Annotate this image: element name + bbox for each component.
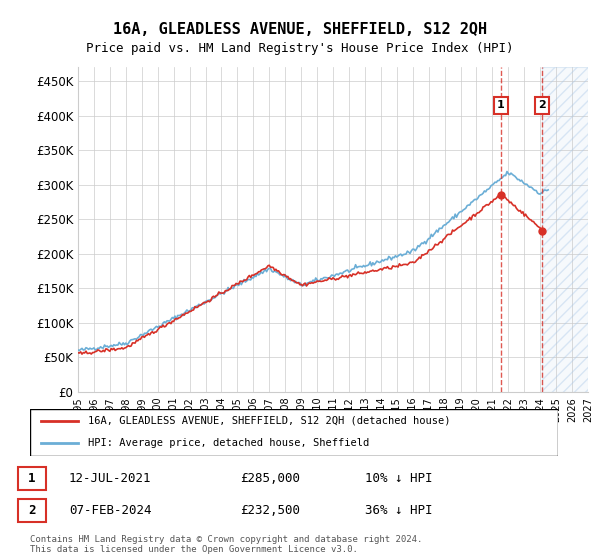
Text: 16A, GLEADLESS AVENUE, SHEFFIELD, S12 2QH (detached house): 16A, GLEADLESS AVENUE, SHEFFIELD, S12 2Q…: [88, 416, 451, 426]
Bar: [542, 67, 588, 392]
Text: £285,000: £285,000: [240, 472, 300, 484]
Text: 1: 1: [28, 472, 36, 484]
Text: 36% ↓ HPI: 36% ↓ HPI: [365, 504, 433, 517]
Text: Contains HM Land Registry data © Crown copyright and database right 2024.
This d: Contains HM Land Registry data © Crown c…: [30, 535, 422, 554]
FancyBboxPatch shape: [18, 466, 46, 489]
Text: 07-FEB-2024: 07-FEB-2024: [69, 504, 151, 517]
Text: 16A, GLEADLESS AVENUE, SHEFFIELD, S12 2QH: 16A, GLEADLESS AVENUE, SHEFFIELD, S12 2Q…: [113, 22, 487, 38]
FancyBboxPatch shape: [18, 499, 46, 522]
Text: Price paid vs. HM Land Registry's House Price Index (HPI): Price paid vs. HM Land Registry's House …: [86, 42, 514, 55]
Text: 1: 1: [497, 100, 505, 110]
Text: £232,500: £232,500: [240, 504, 300, 517]
Text: HPI: Average price, detached house, Sheffield: HPI: Average price, detached house, Shef…: [88, 438, 370, 448]
Text: 2: 2: [538, 100, 545, 110]
Bar: [542, 67, 588, 392]
Text: 12-JUL-2021: 12-JUL-2021: [69, 472, 151, 484]
Text: 10% ↓ HPI: 10% ↓ HPI: [365, 472, 433, 484]
FancyBboxPatch shape: [30, 409, 558, 456]
Text: 2: 2: [28, 504, 36, 517]
